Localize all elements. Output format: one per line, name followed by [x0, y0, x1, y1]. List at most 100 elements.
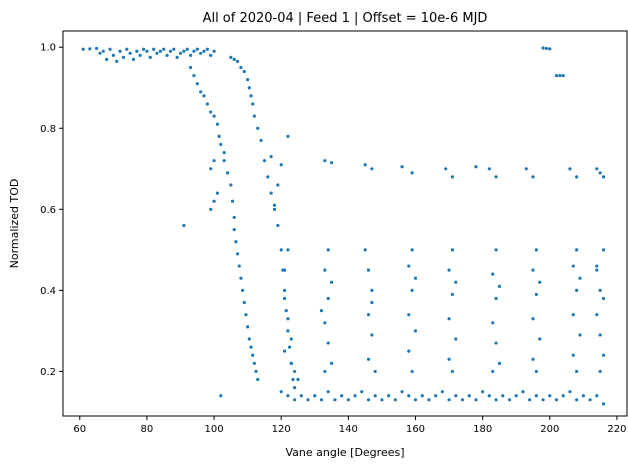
data-point [286, 317, 290, 321]
data-point [514, 394, 518, 398]
data-point [239, 276, 243, 280]
data-point [81, 47, 85, 51]
data-point [491, 272, 495, 276]
data-point [434, 394, 438, 398]
data-point [178, 51, 183, 55]
data-point [598, 288, 602, 292]
data-point [94, 46, 99, 51]
x-tick-label: 200 [540, 424, 559, 435]
data-point [289, 361, 293, 365]
data-point [293, 398, 297, 402]
data-point [460, 398, 465, 402]
data-point [454, 280, 458, 284]
x-tick-label: 100 [205, 424, 224, 435]
x-tick-label: 120 [272, 424, 291, 435]
data-point [447, 357, 451, 361]
data-point [105, 57, 109, 61]
data-point [601, 296, 606, 301]
data-point [205, 102, 209, 106]
y-axis-ticks: 0.2 0.4 0.6 0.8 1.0 [40, 43, 63, 378]
data-point [202, 94, 206, 98]
data-point [279, 390, 283, 394]
data-point [528, 398, 532, 402]
data-point [262, 159, 267, 163]
data-point [111, 53, 115, 57]
data-point [235, 59, 240, 63]
data-point [531, 317, 535, 321]
y-tick-label: 0.4 [40, 286, 56, 297]
data-point [241, 288, 245, 292]
data-point [601, 248, 606, 252]
data-point [251, 102, 255, 106]
data-point [329, 280, 334, 284]
data-point [595, 268, 599, 272]
data-point [370, 300, 374, 305]
data-point [363, 248, 367, 252]
data-point [101, 49, 105, 53]
data-point [575, 248, 579, 252]
data-point [554, 398, 559, 402]
data-point [239, 65, 243, 70]
data-point [148, 55, 152, 59]
data-point [340, 394, 344, 398]
data-point [192, 73, 196, 78]
data-point [571, 264, 575, 268]
data-point [282, 296, 287, 301]
x-tick-label: 160 [406, 424, 425, 435]
data-point [534, 248, 538, 252]
data-point [494, 175, 498, 179]
data-point [276, 183, 280, 187]
data-point [571, 353, 575, 357]
data-point [407, 394, 411, 398]
data-point [209, 110, 213, 114]
data-point [450, 175, 455, 179]
data-point [568, 390, 572, 394]
data-point [370, 288, 374, 292]
data-point [286, 329, 290, 333]
data-point [282, 349, 287, 353]
data-point [232, 215, 236, 220]
data-point [115, 59, 119, 63]
data-point [561, 73, 565, 78]
data-point [571, 313, 575, 317]
data-point [575, 369, 579, 374]
data-point [125, 47, 129, 51]
data-point [118, 49, 122, 53]
data-point [450, 292, 455, 297]
data-point [601, 175, 606, 179]
data-point [121, 55, 126, 59]
data-point [410, 369, 414, 374]
data-point [548, 394, 552, 398]
data-point [575, 288, 579, 292]
data-point [182, 223, 186, 228]
data-point [269, 155, 273, 159]
y-tick-label: 0.2 [40, 367, 56, 378]
data-point [88, 47, 92, 51]
x-axis-label: Vane angle [Degrees] [285, 446, 404, 459]
data-point [487, 167, 491, 171]
data-point [209, 207, 213, 211]
data-point [247, 337, 251, 341]
data-point [182, 49, 186, 53]
y-axis-label: Normalized TOD [8, 179, 21, 269]
data-point [554, 73, 559, 78]
data-point [578, 276, 582, 280]
data-point [326, 296, 330, 301]
data-point [575, 175, 579, 179]
data-point [266, 175, 270, 179]
data-point [296, 377, 300, 382]
data-point [135, 49, 139, 53]
scatter-points [81, 46, 606, 406]
data-point [407, 264, 411, 268]
data-point [531, 357, 535, 361]
data-point [521, 390, 525, 394]
data-point [219, 394, 223, 398]
data-point [195, 47, 199, 51]
data-point [524, 167, 528, 171]
data-point [558, 73, 562, 78]
data-point [598, 171, 602, 175]
data-point [323, 369, 327, 374]
x-tick-label: 140 [339, 424, 358, 435]
data-point [497, 284, 502, 288]
data-point [256, 377, 260, 382]
